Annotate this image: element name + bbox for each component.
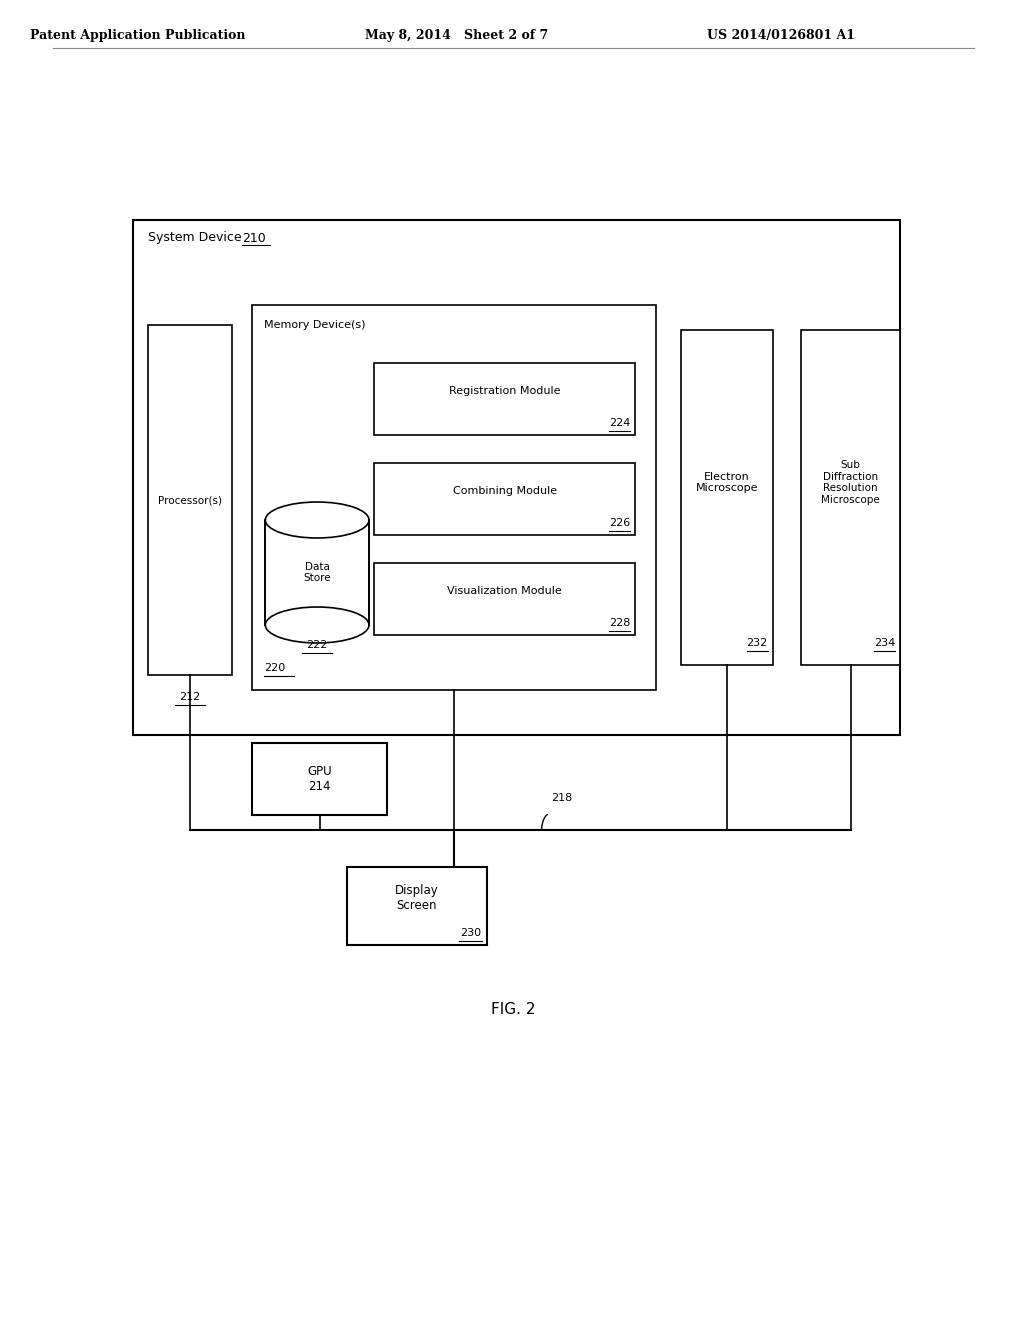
Text: 210: 210 bbox=[243, 231, 266, 244]
Text: 212: 212 bbox=[179, 692, 201, 702]
Text: Registration Module: Registration Module bbox=[449, 385, 560, 396]
FancyBboxPatch shape bbox=[147, 325, 232, 675]
FancyBboxPatch shape bbox=[252, 743, 387, 814]
Text: Sub
Diffraction
Resolution
Microscope: Sub Diffraction Resolution Microscope bbox=[821, 461, 880, 504]
Ellipse shape bbox=[265, 607, 369, 643]
Text: 230: 230 bbox=[461, 928, 481, 939]
Text: 228: 228 bbox=[609, 618, 630, 628]
Text: 232: 232 bbox=[746, 638, 768, 648]
Text: May 8, 2014   Sheet 2 of 7: May 8, 2014 Sheet 2 of 7 bbox=[366, 29, 549, 41]
Text: Display
Screen: Display Screen bbox=[395, 884, 438, 912]
Text: 224: 224 bbox=[609, 418, 630, 428]
FancyBboxPatch shape bbox=[801, 330, 900, 665]
Ellipse shape bbox=[265, 502, 369, 539]
FancyBboxPatch shape bbox=[681, 330, 773, 665]
FancyBboxPatch shape bbox=[374, 363, 635, 436]
Text: FIG. 2: FIG. 2 bbox=[492, 1002, 536, 1018]
Text: Memory Device(s): Memory Device(s) bbox=[264, 319, 366, 330]
Text: Combining Module: Combining Module bbox=[453, 486, 557, 496]
Text: 226: 226 bbox=[609, 517, 630, 528]
FancyBboxPatch shape bbox=[133, 220, 900, 735]
Text: Visualization Module: Visualization Module bbox=[447, 586, 562, 597]
Text: US 2014/0126801 A1: US 2014/0126801 A1 bbox=[707, 29, 855, 41]
Text: GPU
214: GPU 214 bbox=[307, 766, 332, 793]
Text: Electron
Microscope: Electron Microscope bbox=[695, 471, 758, 494]
Text: 218: 218 bbox=[552, 793, 572, 803]
Text: System Device: System Device bbox=[147, 231, 242, 244]
Text: Patent Application Publication: Patent Application Publication bbox=[30, 29, 246, 41]
Text: Data
Store: Data Store bbox=[303, 562, 331, 583]
FancyBboxPatch shape bbox=[265, 520, 369, 624]
Text: 222: 222 bbox=[306, 640, 328, 649]
FancyBboxPatch shape bbox=[252, 305, 656, 690]
Text: 234: 234 bbox=[874, 638, 895, 648]
FancyBboxPatch shape bbox=[347, 867, 486, 945]
FancyBboxPatch shape bbox=[374, 564, 635, 635]
Text: Processor(s): Processor(s) bbox=[158, 495, 222, 506]
FancyBboxPatch shape bbox=[374, 463, 635, 535]
Text: 220: 220 bbox=[264, 663, 286, 673]
